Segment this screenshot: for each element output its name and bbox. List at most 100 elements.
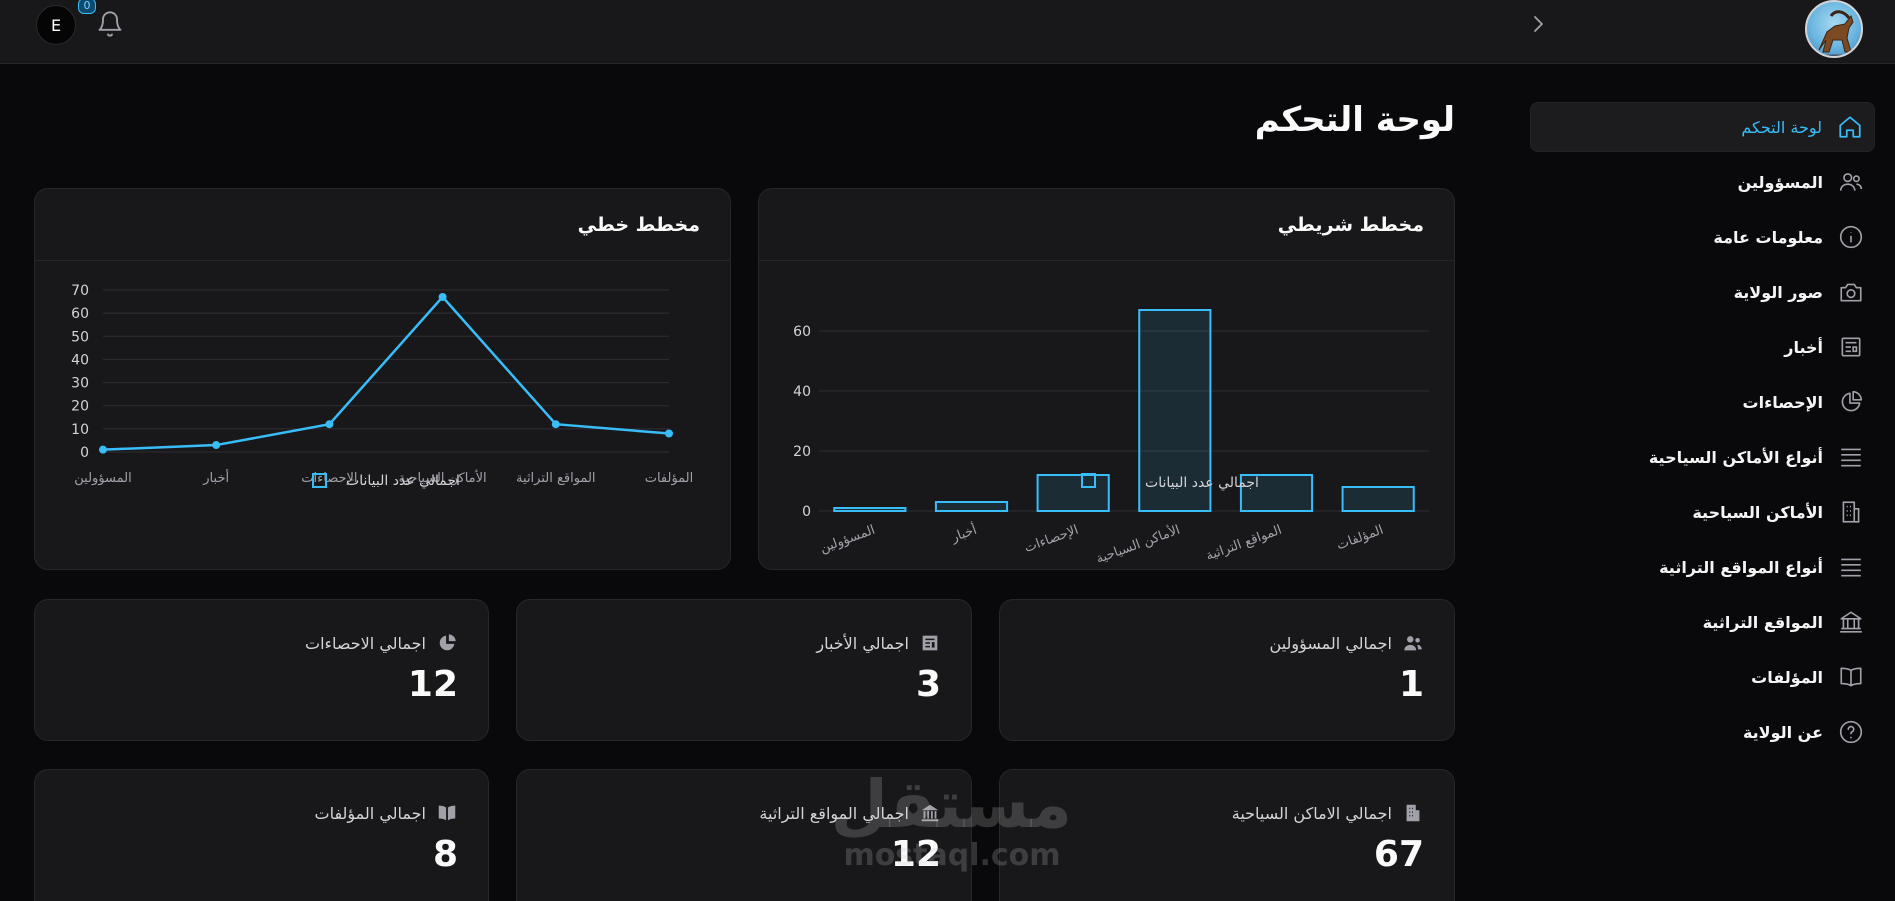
stat-label: اجمالي الأخبار: [816, 633, 909, 653]
stat-label: اجمالي المواقع التراثية: [759, 803, 909, 823]
sidebar-item-label: أنواع الأماكن السياحية: [1648, 447, 1823, 467]
list-icon: [1837, 553, 1865, 581]
user-initial: E: [50, 15, 62, 35]
data-point: [325, 420, 334, 429]
x-tick-label: المسؤولين: [818, 523, 877, 557]
notification-count-badge: 0: [78, 0, 96, 14]
chevron-right-icon[interactable]: [1526, 11, 1550, 37]
stat-card-publications: اجمالي المؤلفات 8: [34, 769, 489, 901]
stat-label: اجمالي الاحصاءات: [305, 633, 426, 653]
x-tick-label: المواقع التراثية: [516, 471, 595, 486]
sidebar-item-photos[interactable]: صور الولاية: [1530, 267, 1875, 317]
camera-icon: [1837, 278, 1865, 306]
y-tick-label: 20: [793, 444, 811, 460]
sidebar: لوحة التحكم المسؤولين معلومات عامة صور ا…: [1530, 102, 1875, 762]
y-tick-label: 10: [71, 422, 89, 438]
legend-label: اجمالي عدد البيانات: [1145, 475, 1259, 491]
stat-card-news: اجمالي الأخبار 3: [516, 599, 972, 741]
x-tick-label: أخبار: [202, 469, 229, 486]
stat-value: 12: [890, 834, 941, 875]
user-avatar[interactable]: E: [36, 5, 76, 45]
stat-card-admins: اجمالي المسؤولين 1: [999, 599, 1455, 741]
ibex-logo-icon: [1813, 10, 1859, 56]
sidebar-item-label: عن الولاية: [1742, 722, 1823, 742]
bell-icon[interactable]: [96, 10, 124, 38]
sidebar-item-tourist-place-types[interactable]: أنواع الأماكن السياحية: [1530, 432, 1875, 482]
sidebar-item-label: معلومات عامة: [1713, 227, 1823, 247]
newspaper-icon: [1837, 333, 1865, 361]
sidebar-item-statistics[interactable]: الإحصاءات: [1530, 377, 1875, 427]
book-icon: [438, 805, 456, 821]
x-tick-label: الأماكن السياحية: [399, 469, 487, 486]
bar-chart-card: مخطط شريطي 0 20 40 60 المسؤولين أخبار الإحصاءا…: [758, 188, 1455, 570]
stat-card-statistics: اجمالي الاحصاءات 12: [34, 599, 489, 741]
info-icon: [1837, 223, 1865, 251]
stat-value: 1: [1398, 664, 1424, 705]
x-tick-label: الإحصاءات: [1023, 523, 1081, 556]
x-tick-label: المؤلفات: [645, 471, 694, 486]
data-point: [665, 429, 673, 438]
y-tick-label: 50: [71, 329, 89, 345]
page-title: لوحة التحكم: [1254, 100, 1455, 140]
sidebar-item-publications[interactable]: المؤلفات: [1530, 652, 1875, 702]
help-circle-icon: [1837, 718, 1865, 746]
sidebar-item-admins[interactable]: المسؤولين: [1530, 157, 1875, 207]
sidebar-item-label: أنواع المواقع التراثية: [1659, 557, 1823, 577]
landmark-icon: [921, 804, 939, 822]
sidebar-item-heritage-sites[interactable]: المواقع التراثية: [1530, 597, 1875, 647]
x-tick-label: المؤلفات: [1335, 523, 1386, 554]
building-icon: [1837, 498, 1865, 526]
bar-chart: 0 20 40 60 المسؤولين أخبار الإحصاءات الأماكن ال…: [793, 309, 1429, 567]
legend-swatch: [312, 473, 327, 488]
legend-swatch: [1081, 473, 1096, 488]
landmark-icon: [1837, 608, 1865, 636]
book-icon: [1837, 663, 1865, 691]
x-tick-label: المواقع التراثية: [1204, 523, 1284, 564]
bar: [1138, 309, 1212, 512]
sidebar-item-label: الأماكن السياحية: [1692, 502, 1823, 522]
list-icon: [1837, 443, 1865, 471]
data-point: [438, 292, 447, 301]
top-bar: E 0: [0, 0, 1895, 64]
stat-card-heritage-sites: اجمالي المواقع التراثية 12: [516, 769, 972, 901]
bar: [1341, 486, 1415, 512]
sidebar-item-heritage-site-types[interactable]: أنواع المواقع التراثية: [1530, 542, 1875, 592]
stat-label: اجمالي المسؤولين: [1269, 633, 1392, 653]
x-tick-label: الأماكن السياحية: [1094, 521, 1183, 567]
line-chart-card: مخطط خطي 0 10 20 30 40 50 60 70 المسؤولين أخبار ال…: [34, 188, 731, 570]
sidebar-item-dashboard[interactable]: لوحة التحكم: [1530, 102, 1875, 152]
users-icon: [1404, 636, 1422, 651]
building-icon: [1406, 804, 1420, 822]
stat-value: 67: [1373, 834, 1424, 875]
pie-chart-icon: [1837, 388, 1865, 416]
bar-chart-title: مخطط شريطي: [1277, 213, 1424, 236]
sidebar-item-tourist-places[interactable]: الأماكن السياحية: [1530, 487, 1875, 537]
sidebar-item-label: المؤلفات: [1751, 667, 1823, 687]
users-icon: [1837, 168, 1865, 196]
y-tick-label: 60: [71, 306, 89, 322]
sidebar-item-label: المسؤولين: [1737, 172, 1823, 192]
bar: [1036, 474, 1110, 512]
x-tick-label: المسؤولين: [74, 471, 131, 486]
x-tick-label: أخبار: [948, 521, 979, 546]
line-chart-title: مخطط خطي: [577, 213, 700, 236]
stat-value: 3: [915, 664, 941, 705]
data-point: [551, 420, 560, 429]
y-tick-label: 20: [71, 399, 89, 415]
bar: [833, 507, 907, 512]
sidebar-item-label: أخبار: [1784, 337, 1823, 357]
y-tick-label: 60: [793, 324, 811, 340]
legend-label: اجمالي عدد البيانات: [346, 473, 460, 489]
series-line: [102, 295, 670, 451]
pie-chart-icon: [439, 634, 456, 651]
sidebar-item-news[interactable]: أخبار: [1530, 322, 1875, 372]
y-tick-label: 30: [71, 376, 89, 392]
sidebar-item-label: الإحصاءات: [1742, 392, 1823, 412]
site-logo[interactable]: [1805, 0, 1863, 58]
sidebar-item-about[interactable]: عن الولاية: [1530, 707, 1875, 757]
sidebar-item-general-info[interactable]: معلومات عامة: [1530, 212, 1875, 262]
bar: [934, 501, 1009, 512]
newspaper-icon: [922, 635, 938, 651]
stat-value: 8: [432, 834, 458, 875]
